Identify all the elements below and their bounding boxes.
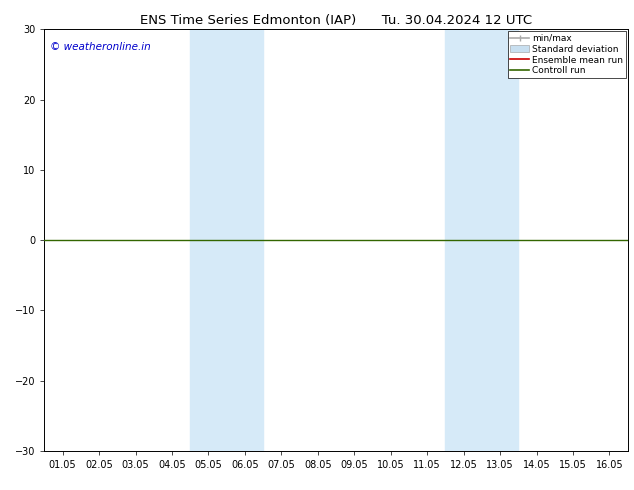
Bar [190,29,263,451]
Text: © weatheronline.in: © weatheronline.in [50,42,151,52]
Title: ENS Time Series Edmonton (IAP)      Tu. 30.04.2024 12 UTC: ENS Time Series Edmonton (IAP) Tu. 30.04… [140,14,532,27]
Bar [445,29,518,451]
Legend: min/max, Standard deviation, Ensemble mean run, Controll run: min/max, Standard deviation, Ensemble me… [508,31,626,78]
